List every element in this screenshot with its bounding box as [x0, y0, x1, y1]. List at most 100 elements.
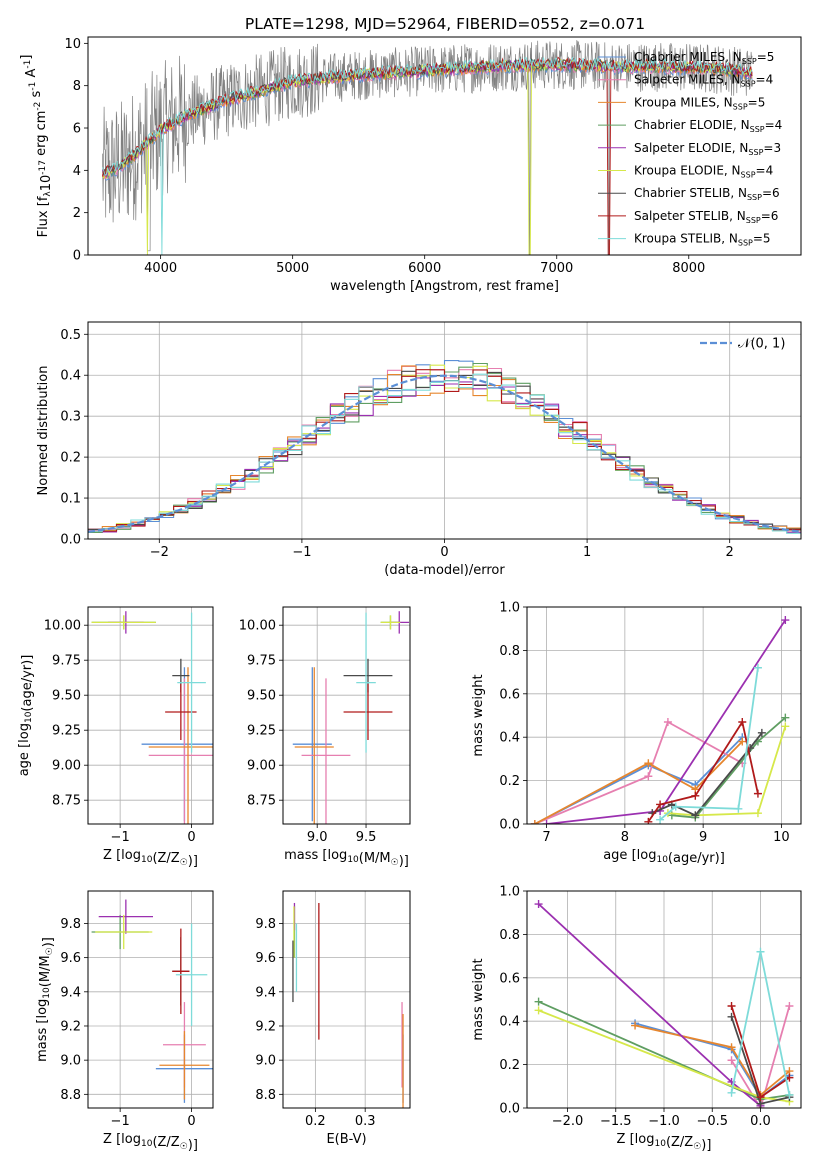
y-tick-label: 1.0 [499, 601, 520, 616]
y-tick-label: 9.75 [247, 654, 276, 669]
weight-point-marker [738, 737, 747, 746]
weight-point-marker [781, 713, 790, 722]
x-axis-label: Z [log10(Z/Z☉)] [103, 848, 198, 869]
y-tick-label: 0.3 [60, 410, 81, 425]
y-tick-label: 0.0 [60, 533, 81, 548]
legend-label: Salpeter MILES, NSSP=4 [634, 73, 773, 89]
legend-label: Kroupa MILES, NSSP=5 [634, 95, 765, 111]
y-tick-label: 0.6 [499, 687, 520, 702]
weight-point-marker [738, 718, 747, 727]
y-tick-label: 0.0 [499, 818, 520, 833]
x-tick-label: 0 [187, 1114, 195, 1129]
weight-point-marker [727, 1002, 736, 1011]
errorbar-kroupa-elodie [380, 615, 401, 630]
y-tick-label: 0.8 [499, 644, 520, 659]
weight-point-marker [756, 947, 765, 956]
x-tick-label: −1 [111, 1114, 130, 1129]
legend-label: Kroupa ELODIE, NSSP=4 [634, 164, 773, 180]
y-tick-label: 2 [73, 206, 81, 221]
x-tick-label: 6000 [408, 261, 441, 276]
y-tick-label: 9.4 [60, 985, 81, 1000]
model-spectrum-salpeter-stelib [102, 56, 753, 255]
weight-point-marker [727, 1088, 736, 1097]
weight-point-marker [644, 772, 653, 781]
y-tick-label: 9.50 [52, 689, 81, 704]
y-axis-label: mass [log10(M/M☉)] [35, 937, 56, 1062]
x-tick-label: 9.5 [356, 830, 377, 845]
weight-point-marker [781, 722, 790, 731]
x-tick-label: 2 [726, 545, 734, 560]
weight-point-marker [753, 663, 762, 672]
spectrum-legend: Chabrier MILES, NSSP=5 Salpeter MILES, NS… [598, 50, 782, 248]
x-tick-label: 9.0 [307, 830, 328, 845]
x-tick-label: 9 [699, 830, 707, 845]
weight-point-marker [727, 1043, 736, 1052]
y-tick-label: 10 [64, 37, 81, 52]
x-tick-label: 8 [621, 830, 629, 845]
x-tick-label: 0.0 [750, 1114, 771, 1129]
weight-point-marker [644, 759, 653, 768]
y-tick-label: 9.0 [255, 1054, 276, 1069]
y-tick-label: 9.6 [255, 951, 276, 966]
y-tick-label: 0.2 [60, 451, 81, 466]
errorbar-salpeter-stelib [172, 928, 190, 1015]
y-tick-label: 0.2 [499, 774, 520, 789]
weight-point-marker [644, 817, 653, 824]
x-tick-label: 8000 [672, 261, 705, 276]
weight-line [671, 717, 786, 819]
axes-frame [526, 606, 802, 825]
legend-label: Chabrier ELODIE, NSSP=4 [634, 118, 782, 134]
weight-point-marker [691, 791, 700, 800]
errorbar-salpeter-elodie [98, 899, 153, 934]
panel-mass-vs-EBV: 0.2 0.3 8.8 9.0 9.2 9.4 9.6 9.8 E(B-V) [255, 890, 411, 1147]
y-tick-label: 0 [73, 249, 81, 264]
weight-point-marker [734, 804, 743, 813]
weight-point-marker [631, 1021, 640, 1030]
errorbar-kroupa-stelib [175, 923, 208, 1026]
x-axis-label: mass [log10(M/M☉)] [284, 848, 409, 869]
x-axis-label: Z [log10(Z/Z☉)] [103, 1132, 198, 1153]
x-tick-label: −1 [292, 545, 311, 560]
y-tick-label: 9.2 [255, 1019, 276, 1034]
y-tick-label: 9.00 [247, 759, 276, 774]
x-axis-label: (data-model)/error [384, 563, 505, 578]
weight-point-marker [534, 997, 543, 1006]
residual-hist-kroupa-stelib [88, 373, 801, 534]
panel-weight-vs-age: 7 8 9 10 0.0 0.2 0.4 0.6 0.8 1.0 age [log10(age/yr… [471, 601, 802, 866]
y-tick-label: 10.00 [239, 619, 276, 634]
plot-area [91, 611, 213, 824]
legend-label: 𝒩(0, 1) [738, 337, 785, 352]
weight-series-salpeter-miles [530, 718, 747, 824]
weight-line [667, 726, 787, 817]
y-tick-label: 9.8 [60, 917, 81, 932]
errorbar-salpeter-miles [148, 678, 213, 824]
errorbar-salpeter-stelib [343, 684, 393, 740]
model-spectrum-chabrier-stelib [102, 57, 753, 176]
y-axis-label: mass weight [471, 958, 486, 1040]
plot-area [88, 360, 801, 534]
y-tick-label: 8.8 [60, 1088, 81, 1103]
y-tick-label: 9.25 [52, 724, 81, 739]
plot-area [534, 900, 794, 1108]
plot-area [91, 899, 213, 1103]
plot-area [292, 902, 404, 1108]
weight-series-kroupa-stelib [727, 947, 794, 1099]
x-tick-label: −2 [150, 545, 169, 560]
axes-frame [87, 606, 214, 825]
x-tick-label: −1 [111, 830, 130, 845]
x-tick-label: 4000 [144, 261, 177, 276]
weight-point-marker [785, 1090, 794, 1099]
y-tick-label: 6 [73, 122, 81, 137]
y-tick-label: 8.75 [247, 794, 276, 809]
weight-line [659, 667, 759, 821]
weight-point-marker [656, 800, 665, 809]
weight-point-marker [691, 811, 700, 820]
legend-label: Salpeter ELODIE, NSSP=3 [634, 141, 781, 157]
legend-label: Kroupa STELIB, NSSP=5 [634, 232, 771, 248]
y-tick-label: 0.4 [499, 731, 520, 746]
x-tick-label: 7000 [540, 261, 573, 276]
y-tick-label: 0.4 [499, 1015, 520, 1030]
weight-point-marker [781, 616, 790, 625]
y-tick-label: 8.8 [255, 1088, 276, 1103]
